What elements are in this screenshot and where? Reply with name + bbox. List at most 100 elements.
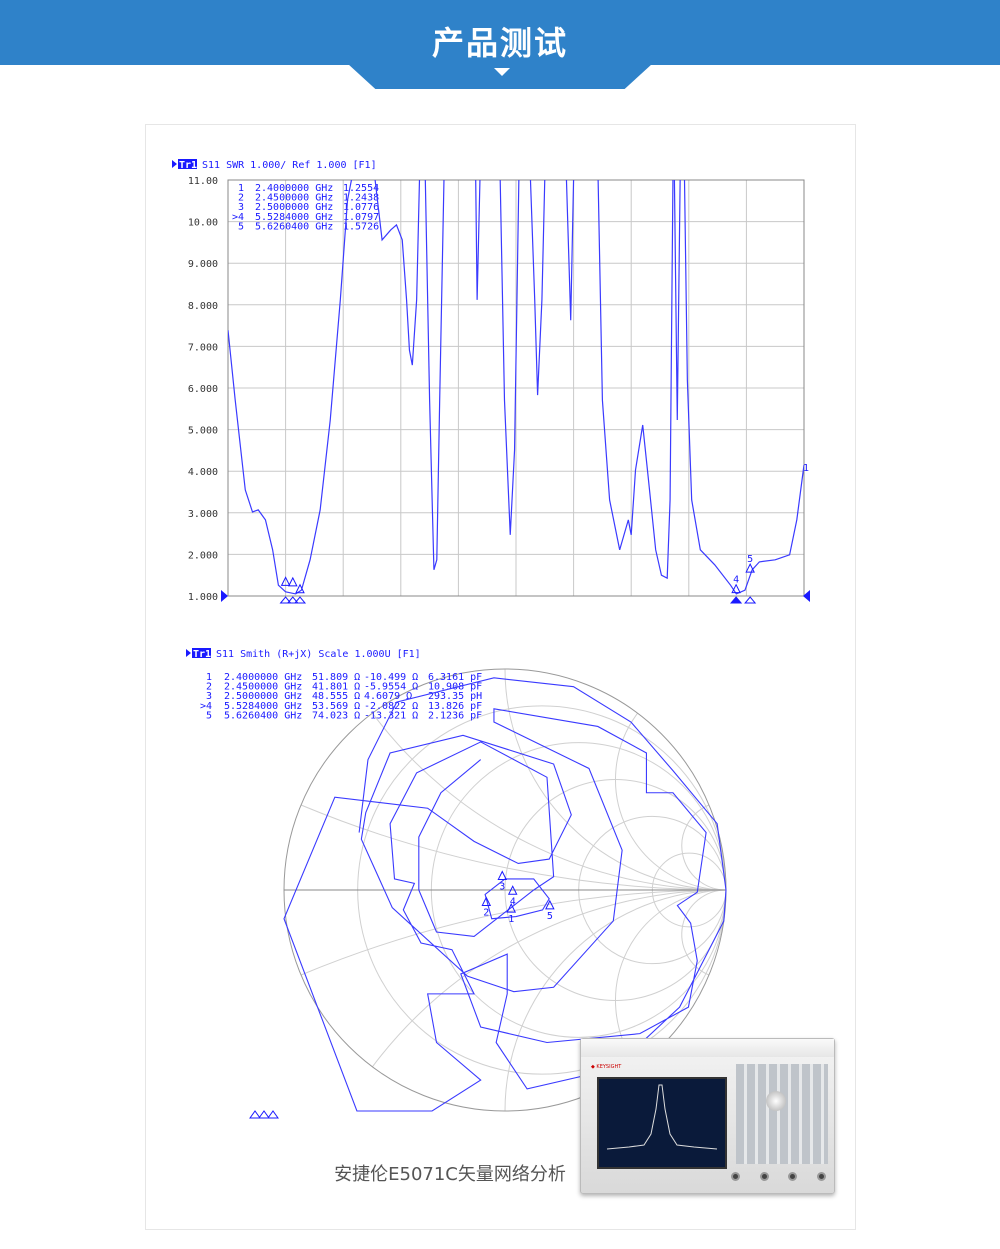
y-tick-label: 5.000	[188, 426, 218, 437]
marker-resistance: 51.809 Ω	[312, 672, 360, 683]
marker-label: 3	[499, 882, 505, 893]
marker-frequency: 2.4500000 GHz	[224, 682, 302, 693]
plot-frame	[227, 179, 805, 597]
marker-triangle-icon	[507, 885, 518, 895]
reactance-arc	[504, 889, 727, 1112]
marker-frequency: 2.5000000 GHz	[255, 202, 333, 213]
page-title: 产品测试	[431, 24, 568, 62]
marker-resistance: 53.569 Ω	[312, 701, 360, 712]
trace-badge	[178, 159, 197, 169]
marker-component: 2.1236 pF	[428, 710, 482, 721]
y-tick-label: 11.00	[188, 176, 218, 187]
marker-triangle-icon	[745, 563, 755, 573]
marker-reactance: -10.499 Ω	[364, 672, 418, 683]
marker-id: 3	[238, 202, 244, 213]
active-trace-icon	[186, 649, 191, 657]
smith-trace-inner-loop	[484, 878, 550, 920]
marker-frequency: 5.6260400 GHz	[255, 221, 333, 232]
trace-label: Tr1	[179, 160, 197, 171]
instrument-photo: ◆ KEYSIGHT	[580, 1038, 835, 1194]
instrument-keypad	[736, 1064, 828, 1164]
swr-chart: Tr1 S11 SWR 1.000/ Ref 1.000 [F1] 11.00 1…	[172, 159, 810, 604]
marker-triangle-icon	[287, 576, 298, 587]
y-tick-label: 6.000	[188, 384, 218, 395]
marker-component: 13.826 pF	[428, 701, 482, 712]
stimulus-marker-icon	[293, 596, 307, 604]
stimulus-marker-icon	[730, 596, 743, 604]
swr-trace-line	[228, 180, 804, 595]
marker-frequency: 2.4000000 GHz	[255, 183, 333, 194]
stimulus-marker-icon	[279, 596, 292, 604]
marker-resistance: 48.555 Ω	[312, 691, 360, 702]
trace-badge	[192, 648, 211, 658]
marker-label: 1	[508, 914, 514, 925]
y-tick-label: 2.000	[188, 550, 218, 561]
reactance-arc	[372, 889, 727, 1068]
stimulus-marker-icon	[286, 596, 299, 604]
marker-id: 3	[206, 691, 212, 702]
reactance-arc	[372, 712, 727, 891]
y-tick-label: 1.000	[188, 592, 218, 603]
marker-value: 1.2554	[343, 183, 379, 194]
marker-reactance: -2.0822 Ω	[364, 701, 418, 712]
brand-logo: ◆ KEYSIGHT	[591, 1064, 622, 1070]
smith-trace-line	[283, 677, 727, 1112]
marker-label: 2	[483, 908, 489, 919]
marker-id: 2	[238, 193, 244, 204]
marker-triangle-icon	[731, 583, 741, 594]
reactance-arc	[300, 804, 727, 891]
marker-label: 5	[747, 554, 753, 565]
marker-triangle-icon	[545, 899, 555, 910]
header-band	[0, 0, 1000, 65]
chart-title: S11 Smith (R+jX) Scale 1.000U [F1]	[216, 649, 421, 660]
marker-id: 5	[238, 221, 244, 232]
y-tick-label: 3.000	[188, 509, 218, 520]
marker-triangle-icon	[497, 870, 508, 881]
marker-component: 293.35 pH	[428, 691, 482, 702]
y-tick-label: 4.000	[188, 467, 218, 478]
marker-component: 6.3161 pF	[428, 672, 482, 683]
marker-resistance: 41.801 Ω	[312, 682, 360, 693]
marker-frequency: 2.4000000 GHz	[224, 672, 302, 683]
active-trace-icon	[172, 160, 177, 168]
smith-chart: Tr1 S11 Smith (R+jX) Scale 1.000U [F1] 1…	[186, 648, 727, 1119]
y-tick-label: 7.000	[188, 342, 218, 353]
reactance-arc	[615, 712, 727, 891]
reference-level-right-icon	[803, 590, 810, 602]
reactance-arc	[504, 668, 727, 891]
marker-frequency: 5.5284000 GHz	[224, 701, 302, 712]
marker-triangle-icon	[481, 896, 492, 907]
caret-down-icon	[494, 68, 510, 76]
marker-label: 5	[547, 911, 553, 922]
reactance-arc	[300, 889, 727, 976]
marker-triangle-icon	[506, 903, 517, 913]
chart-title: S11 SWR 1.000/ Ref 1.000 [F1]	[202, 160, 377, 171]
marker-frequency: 5.5284000 GHz	[255, 212, 333, 223]
marker-triangle-icon	[280, 576, 291, 586]
reactance-arc	[681, 804, 727, 891]
marker-triangle-icon	[295, 583, 305, 594]
marker-label: 4	[733, 575, 739, 586]
image-caption: 安捷伦E5071C矢量网络分析	[334, 1164, 566, 1185]
reactance-arc	[681, 889, 727, 976]
marker-reactance: 4.6079 Ω	[364, 691, 412, 702]
marker-id: 1	[238, 183, 244, 194]
instrument-screen	[597, 1077, 727, 1169]
marker-value: 1.2438	[343, 193, 379, 204]
marker-id: 1	[206, 672, 212, 683]
y-tick-label: 10.00	[188, 218, 218, 229]
marker-resistance: 74.023 Ω	[312, 710, 360, 721]
marker-frequency: 2.5000000 GHz	[224, 691, 302, 702]
marker-label: 4	[510, 896, 516, 907]
stimulus-marker-icon	[744, 596, 757, 604]
stimulus-markers	[249, 1110, 279, 1119]
content-frame	[145, 124, 856, 1230]
y-tick-label: 9.000	[188, 259, 218, 270]
marker-id: 5	[206, 710, 212, 721]
marker-value: 1.0776	[343, 202, 379, 213]
marker-value: 1.0797	[343, 212, 379, 223]
marker-frequency: 5.6260400 GHz	[224, 710, 302, 721]
marker-value: 1.5726	[343, 221, 379, 232]
marker-frequency: 2.4500000 GHz	[255, 193, 333, 204]
